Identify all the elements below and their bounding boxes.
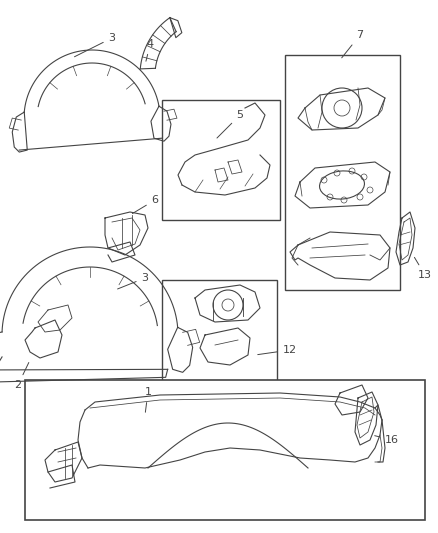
Bar bbox=[162, 100, 280, 220]
Text: 4: 4 bbox=[146, 39, 154, 61]
Text: 3: 3 bbox=[117, 273, 148, 289]
Bar bbox=[162, 280, 277, 395]
Text: 2: 2 bbox=[14, 362, 29, 390]
Text: 16: 16 bbox=[374, 435, 399, 445]
Text: 12: 12 bbox=[258, 345, 297, 355]
Text: 1: 1 bbox=[145, 387, 152, 412]
Text: 13: 13 bbox=[414, 257, 432, 280]
Text: 7: 7 bbox=[342, 30, 364, 58]
Bar bbox=[25, 380, 425, 520]
Text: 6: 6 bbox=[132, 195, 159, 214]
Bar bbox=[285, 55, 400, 290]
Text: 3: 3 bbox=[74, 33, 116, 56]
Text: 5: 5 bbox=[217, 110, 244, 138]
